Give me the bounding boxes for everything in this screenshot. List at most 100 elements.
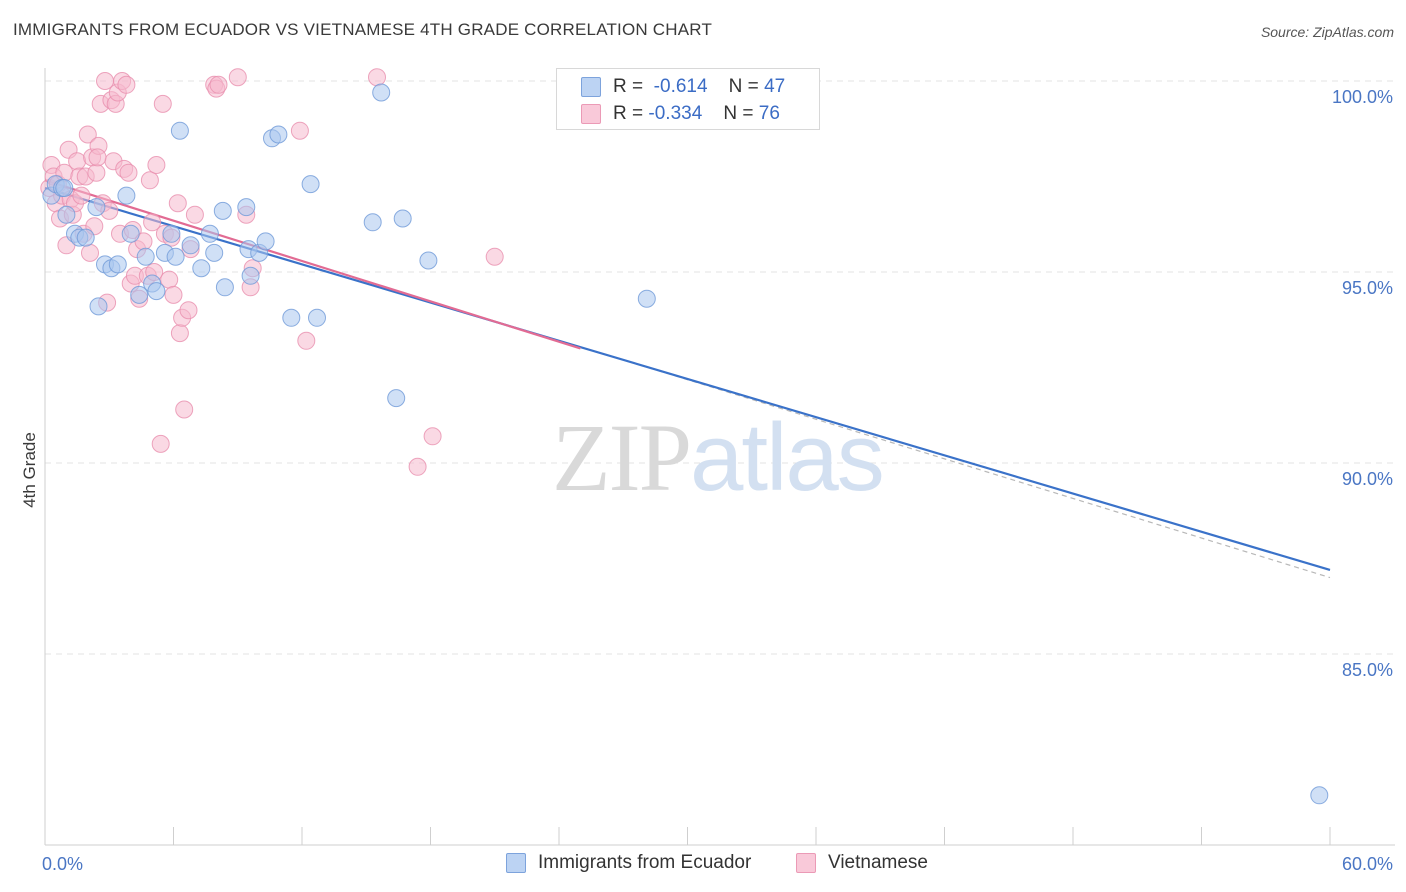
point-ecuador <box>76 228 95 247</box>
point-ecuador <box>637 289 656 308</box>
point-ecuador <box>205 243 224 262</box>
watermark-zip: ZIP <box>552 404 692 511</box>
y-tick-label: 85.0% <box>1342 660 1393 680</box>
point-vietnamese <box>88 148 107 167</box>
legend-n-label: N = <box>728 76 759 97</box>
chart-title: IMMIGRANTS FROM ECUADOR VS VIETNAMESE 4T… <box>13 20 713 39</box>
point-vietnamese <box>297 331 316 350</box>
point-ecuador <box>192 259 211 278</box>
point-ecuador <box>269 125 288 144</box>
point-ecuador <box>419 251 438 270</box>
point-ecuador <box>387 389 406 408</box>
point-vietnamese <box>87 163 106 182</box>
point-vietnamese <box>168 194 187 213</box>
point-vietnamese <box>117 75 136 94</box>
point-vietnamese <box>423 427 442 446</box>
legend-n-value: 47 <box>764 76 786 97</box>
watermark: ZIPatlas <box>552 402 885 513</box>
legend-swatch-blue <box>581 77 601 97</box>
point-vietnamese <box>290 121 309 140</box>
point-vietnamese <box>119 163 138 182</box>
legend-r-value: -0.334 <box>648 103 703 124</box>
point-ecuador <box>57 205 76 224</box>
series-legend-vietnamese[interactable]: Vietnamese <box>796 852 928 874</box>
point-ecuador <box>147 282 166 301</box>
point-ecuador <box>215 278 234 297</box>
point-ecuador <box>1310 786 1329 805</box>
point-vietnamese <box>147 156 166 174</box>
point-ecuador <box>121 224 140 243</box>
legend-swatch-pink <box>581 104 601 124</box>
point-ecuador <box>372 83 391 102</box>
point-ecuador <box>181 236 200 255</box>
series-swatch-pink <box>796 853 816 873</box>
point-ecuador <box>166 247 185 266</box>
legend-row-vietnamese: R = -0.334 N = 76 <box>581 101 780 127</box>
point-ecuador <box>89 297 108 316</box>
point-vietnamese <box>151 434 170 453</box>
point-ecuador <box>363 213 382 232</box>
y-tick-label: 90.0% <box>1342 469 1393 489</box>
y-tick-label: 100.0% <box>1332 87 1393 107</box>
point-vietnamese <box>164 285 183 304</box>
point-vietnamese <box>68 152 87 171</box>
point-ecuador <box>256 232 275 251</box>
watermark-atlas: atlas <box>690 404 885 511</box>
x-tick-label: 0.0% <box>42 854 83 874</box>
point-ecuador <box>301 175 320 194</box>
point-ecuador <box>170 121 189 140</box>
trend-lines <box>44 179 1331 579</box>
trend-extension-dashed <box>623 359 1331 579</box>
legend-r-label: R = <box>613 76 644 97</box>
point-ecuador <box>136 247 155 266</box>
x-tick-label: 60.0% <box>1342 854 1393 874</box>
point-ecuador <box>213 201 232 220</box>
trend-line-vietnamese <box>44 179 581 350</box>
point-ecuador <box>55 179 74 197</box>
point-vietnamese <box>179 301 198 320</box>
point-ecuador <box>87 198 106 217</box>
point-vietnamese <box>185 205 204 224</box>
point-ecuador <box>282 308 301 327</box>
point-ecuador <box>237 198 256 217</box>
point-vietnamese <box>140 171 159 190</box>
series-legend-label: Immigrants from Ecuador <box>538 852 752 873</box>
point-ecuador <box>117 186 136 205</box>
point-vietnamese <box>368 68 386 87</box>
point-vietnamese <box>228 68 247 87</box>
point-vietnamese <box>143 213 162 232</box>
legend-n-label: N = <box>723 103 754 124</box>
point-vietnamese <box>72 186 91 205</box>
point-ecuador <box>308 308 326 327</box>
legend-r-value: -0.614 <box>653 76 708 97</box>
source-label: Source: ZipAtlas.com <box>1260 24 1394 40</box>
series-legend-ecuador[interactable]: Immigrants from Ecuador <box>506 852 751 874</box>
series-legend-label: Vietnamese <box>828 852 928 873</box>
series-swatch-blue <box>506 853 526 873</box>
legend-r-label: R = <box>613 103 644 124</box>
data-points <box>40 68 1329 805</box>
legend-row-ecuador: R = -0.614 N = 47 <box>581 74 785 100</box>
series-legend: Immigrants from Ecuador Vietnamese <box>0 852 1406 878</box>
gridlines <box>45 80 1395 655</box>
point-vietnamese <box>81 243 99 262</box>
point-ecuador <box>200 224 219 243</box>
point-ecuador <box>241 266 260 285</box>
point-vietnamese <box>78 125 97 144</box>
point-ecuador <box>108 255 127 274</box>
correlation-legend: R = -0.614 N = 47 R = -0.334 N = 76 <box>556 68 820 130</box>
legend-n-value: 76 <box>758 103 780 124</box>
point-vietnamese <box>485 247 504 266</box>
point-vietnamese <box>209 75 228 94</box>
y-tick-label: 95.0% <box>1342 278 1393 298</box>
point-vietnamese <box>170 324 189 343</box>
point-vietnamese <box>153 94 172 113</box>
point-vietnamese <box>175 400 194 419</box>
point-ecuador <box>130 285 149 304</box>
point-ecuador <box>393 209 412 228</box>
point-vietnamese <box>408 457 427 476</box>
point-ecuador <box>162 224 181 243</box>
tick-labels: 85.0% 90.0% 95.0% 100.0% 0.0% 60.0% <box>42 87 1393 874</box>
y-axis-label: 4th Grade <box>20 432 39 508</box>
